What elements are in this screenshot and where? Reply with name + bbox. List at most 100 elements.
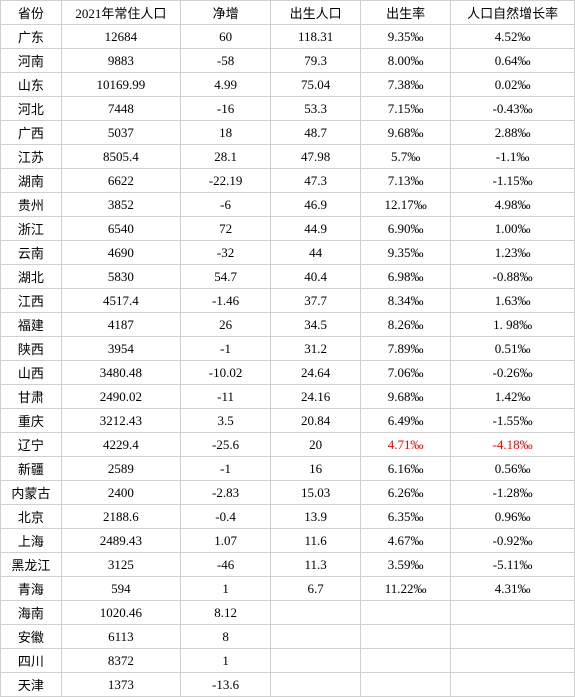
cell-growth: 1.00‰: [451, 217, 575, 241]
cell-growth: -1.28‰: [451, 481, 575, 505]
cell-birthrate: 8.34‰: [361, 289, 451, 313]
cell-birthrate: 6.98‰: [361, 265, 451, 289]
cell-births: 118.31: [271, 25, 361, 49]
cell-pop: 4690: [61, 241, 180, 265]
cell-province: 黑龙江: [1, 553, 62, 577]
cell-birthrate: 9.68‰: [361, 121, 451, 145]
table-row: 四川83721: [1, 649, 575, 673]
cell-growth: [451, 673, 575, 697]
cell-province: 贵州: [1, 193, 62, 217]
table-row: 陕西3954-131.27.89‰0.51‰: [1, 337, 575, 361]
cell-birthrate: 6.90‰: [361, 217, 451, 241]
table-row: 广东1268460118.319.35‰4.52‰: [1, 25, 575, 49]
cell-birthrate: 7.15‰: [361, 97, 451, 121]
cell-growth: 0.64‰: [451, 49, 575, 73]
cell-net: -25.6: [181, 433, 271, 457]
cell-births: 47.3: [271, 169, 361, 193]
cell-growth: -1.15‰: [451, 169, 575, 193]
cell-birthrate: 8.26‰: [361, 313, 451, 337]
cell-birthrate: 12.17‰: [361, 193, 451, 217]
table-row: 新疆2589-1166.16‰0.56‰: [1, 457, 575, 481]
cell-province: 河南: [1, 49, 62, 73]
table-row: 安徽61138: [1, 625, 575, 649]
cell-birthrate: 6.26‰: [361, 481, 451, 505]
header-province: 省份: [1, 1, 62, 25]
cell-birthrate: 11.22‰: [361, 577, 451, 601]
cell-birthrate: 3.59‰: [361, 553, 451, 577]
cell-births: [271, 673, 361, 697]
cell-net: -11: [181, 385, 271, 409]
table-row: 山东10169.994.9975.047.38‰0.02‰: [1, 73, 575, 97]
cell-province: 山西: [1, 361, 62, 385]
cell-pop: 9883: [61, 49, 180, 73]
header-birthrate: 出生率: [361, 1, 451, 25]
cell-pop: 2489.43: [61, 529, 180, 553]
header-pop2021: 2021年常住人口: [61, 1, 180, 25]
cell-net: 54.7: [181, 265, 271, 289]
cell-pop: 2490.02: [61, 385, 180, 409]
table-row: 福建41872634.58.26‰1. 98‰: [1, 313, 575, 337]
cell-pop: 3212.43: [61, 409, 180, 433]
cell-net: -1: [181, 337, 271, 361]
table-row: 天津1373-13.6: [1, 673, 575, 697]
cell-birthrate: [361, 625, 451, 649]
cell-growth: 2.88‰: [451, 121, 575, 145]
cell-birthrate: [361, 601, 451, 625]
cell-births: 11.3: [271, 553, 361, 577]
cell-province: 云南: [1, 241, 62, 265]
cell-pop: 3480.48: [61, 361, 180, 385]
cell-birthrate: 6.16‰: [361, 457, 451, 481]
cell-births: 13.9: [271, 505, 361, 529]
table-row: 辽宁4229.4-25.6204.71‰-4.18‰: [1, 433, 575, 457]
cell-province: 北京: [1, 505, 62, 529]
cell-net: -6: [181, 193, 271, 217]
cell-growth: -4.18‰: [451, 433, 575, 457]
table-row: 上海2489.431.0711.64.67‰-0.92‰: [1, 529, 575, 553]
cell-growth: 4.52‰: [451, 25, 575, 49]
cell-pop: 5037: [61, 121, 180, 145]
cell-growth: 0.51‰: [451, 337, 575, 361]
cell-pop: 6113: [61, 625, 180, 649]
cell-growth: -0.88‰: [451, 265, 575, 289]
table-row: 江西4517.4-1.4637.78.34‰1.63‰: [1, 289, 575, 313]
cell-birthrate: [361, 673, 451, 697]
cell-net: 3.5: [181, 409, 271, 433]
cell-province: 湖南: [1, 169, 62, 193]
cell-province: 广西: [1, 121, 62, 145]
table-row: 河北7448-1653.37.15‰-0.43‰: [1, 97, 575, 121]
cell-births: 79.3: [271, 49, 361, 73]
cell-net: -2.83: [181, 481, 271, 505]
cell-growth: -5.11‰: [451, 553, 575, 577]
cell-net: -1.46: [181, 289, 271, 313]
cell-growth: 0.96‰: [451, 505, 575, 529]
cell-pop: 1373: [61, 673, 180, 697]
cell-birthrate: 6.35‰: [361, 505, 451, 529]
cell-province: 海南: [1, 601, 62, 625]
cell-net: 60: [181, 25, 271, 49]
table-row: 湖北583054.740.46.98‰-0.88‰: [1, 265, 575, 289]
cell-province: 青海: [1, 577, 62, 601]
cell-province: 安徽: [1, 625, 62, 649]
table-row: 贵州3852-646.912.17‰4.98‰: [1, 193, 575, 217]
cell-pop: 2589: [61, 457, 180, 481]
cell-birthrate: 7.13‰: [361, 169, 451, 193]
cell-net: 4.99: [181, 73, 271, 97]
cell-births: 24.64: [271, 361, 361, 385]
cell-pop: 1020.46: [61, 601, 180, 625]
cell-birthrate: 4.67‰: [361, 529, 451, 553]
cell-births: 16: [271, 457, 361, 481]
cell-birthrate: 8.00‰: [361, 49, 451, 73]
cell-net: -22.19: [181, 169, 271, 193]
cell-birthrate: 7.89‰: [361, 337, 451, 361]
cell-birthrate: 9.68‰: [361, 385, 451, 409]
cell-province: 河北: [1, 97, 62, 121]
cell-pop: 594: [61, 577, 180, 601]
table-row: 湖南6622-22.1947.37.13‰-1.15‰: [1, 169, 575, 193]
cell-birthrate: 7.38‰: [361, 73, 451, 97]
cell-births: 44.9: [271, 217, 361, 241]
table-row: 海南1020.468.12: [1, 601, 575, 625]
cell-province: 新疆: [1, 457, 62, 481]
cell-births: 11.6: [271, 529, 361, 553]
table-row: 青海59416.711.22‰4.31‰: [1, 577, 575, 601]
cell-pop: 2188.6: [61, 505, 180, 529]
